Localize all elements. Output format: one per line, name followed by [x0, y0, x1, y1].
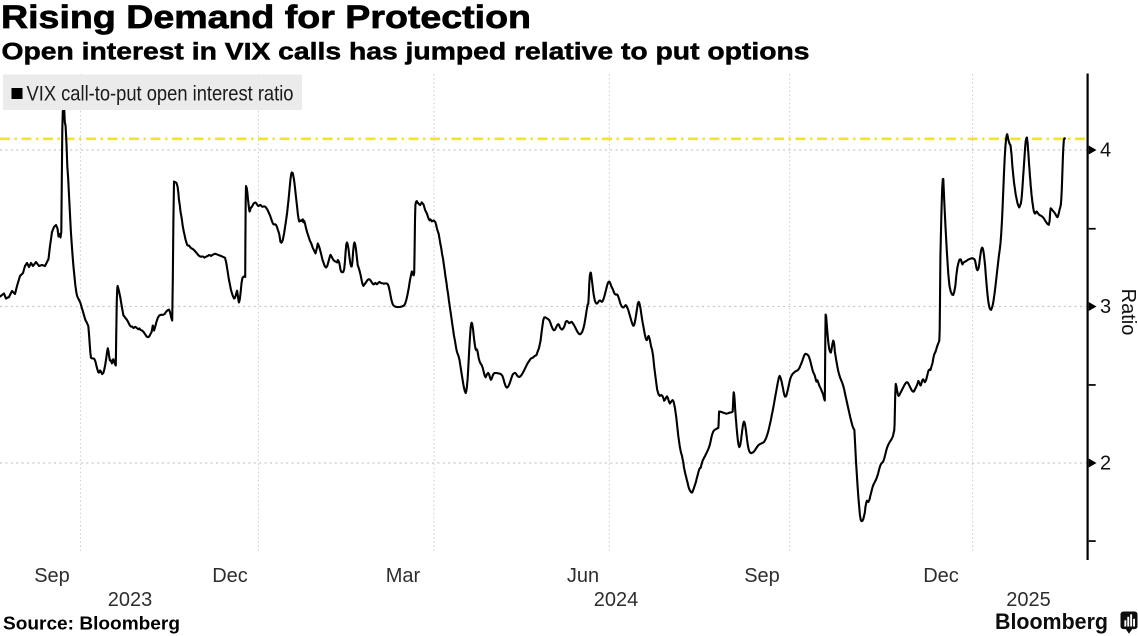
svg-text:2025: 2025 — [1006, 589, 1051, 611]
svg-text:Ratio: Ratio — [1117, 289, 1138, 336]
svg-text:Jun: Jun — [567, 565, 599, 587]
svg-text:Open interest in VIX calls has: Open interest in VIX calls has jumped re… — [2, 39, 810, 66]
svg-text:Dec: Dec — [923, 565, 959, 587]
svg-text:Sep: Sep — [34, 565, 70, 587]
svg-text:2023: 2023 — [108, 589, 153, 611]
svg-text:Source: Bloomberg: Source: Bloomberg — [3, 614, 180, 634]
svg-text:Bloomberg: Bloomberg — [995, 609, 1108, 634]
svg-text:Mar: Mar — [386, 565, 421, 587]
svg-text:4: 4 — [1100, 140, 1111, 162]
svg-text:Dec: Dec — [212, 565, 248, 587]
svg-text:VIX call-to-put open interest: VIX call-to-put open interest ratio — [27, 83, 294, 106]
svg-text:Sep: Sep — [744, 565, 780, 587]
svg-text:3: 3 — [1100, 296, 1111, 318]
svg-text:2: 2 — [1100, 453, 1111, 475]
svg-text:Rising Demand for Protection: Rising Demand for Protection — [1, 0, 531, 35]
svg-text:2024: 2024 — [594, 589, 639, 611]
